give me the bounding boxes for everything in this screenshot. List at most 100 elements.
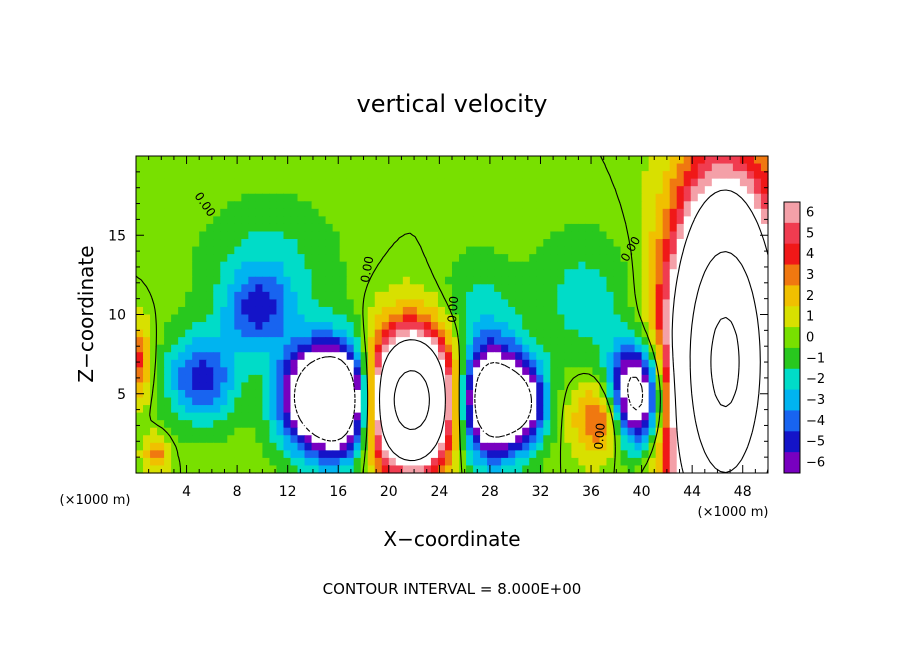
- field-cell: [585, 299, 594, 308]
- field-cell: [346, 382, 355, 391]
- field-cell: [613, 284, 622, 293]
- field-cell: [662, 171, 671, 180]
- field-cell: [718, 397, 727, 406]
- field-cell: [269, 457, 278, 467]
- field-cell: [255, 156, 263, 165]
- field-cell: [760, 156, 769, 165]
- field-cell: [606, 193, 615, 202]
- field-cell: [339, 420, 348, 429]
- field-cell: [402, 231, 411, 240]
- field-cell: [381, 337, 390, 346]
- field-cell: [199, 239, 207, 248]
- field-cell: [697, 465, 706, 474]
- field-cell: [374, 314, 383, 323]
- field-cell: [213, 178, 221, 187]
- field-cell: [416, 405, 425, 414]
- field-cell: [683, 254, 692, 263]
- field-cell: [739, 344, 748, 353]
- field-cell: [241, 171, 249, 180]
- field-cell: [192, 306, 200, 316]
- field-cell: [395, 171, 404, 180]
- field-cell: [353, 208, 362, 217]
- field-cell: [290, 359, 299, 368]
- field-cell: [571, 269, 579, 278]
- field-cell: [662, 306, 671, 316]
- field-cell: [353, 178, 362, 187]
- field-cell: [564, 306, 572, 316]
- field-cell: [178, 435, 186, 444]
- field-cell: [473, 261, 481, 270]
- field-cell: [136, 261, 144, 270]
- field-cell: [557, 291, 565, 301]
- field-cell: [459, 427, 467, 436]
- field-cell: [318, 465, 327, 474]
- field-cell: [501, 178, 509, 187]
- field-cell: [683, 171, 692, 180]
- field-cell: [325, 186, 334, 195]
- field-cell: [199, 450, 207, 459]
- field-cell: [550, 412, 558, 421]
- field-cell: [374, 223, 383, 233]
- field-cell: [578, 420, 587, 429]
- field-cell: [332, 420, 341, 429]
- field-cell: [437, 389, 446, 399]
- field-cell: [655, 314, 664, 323]
- field-cell: [753, 359, 762, 368]
- field-cell: [550, 186, 558, 195]
- field-cell: [220, 239, 228, 248]
- field-cell: [311, 276, 320, 285]
- field-cell: [466, 359, 474, 368]
- field-cell: [494, 276, 502, 285]
- field-cell: [704, 254, 713, 263]
- field-cell: [255, 239, 263, 248]
- field-cell: [199, 216, 207, 225]
- field-cell: [290, 171, 299, 180]
- field-cell: [199, 178, 207, 187]
- field-cell: [143, 239, 151, 248]
- field-cell: [473, 450, 481, 459]
- field-cell: [234, 329, 242, 338]
- field-cell: [241, 397, 249, 406]
- field-cell: [185, 359, 193, 368]
- field-cell: [157, 397, 165, 406]
- field-cell: [192, 427, 200, 436]
- field-cell: [753, 450, 762, 459]
- field-cell: [318, 269, 327, 278]
- field-cell: [711, 216, 720, 225]
- field-cell: [599, 374, 608, 384]
- field-cell: [697, 435, 706, 444]
- field-cell: [367, 405, 376, 414]
- field-cell: [430, 276, 439, 285]
- field-cell: [227, 223, 235, 233]
- field-cell: [487, 397, 495, 406]
- field-cell: [508, 254, 516, 263]
- field-cell: [409, 435, 418, 444]
- field-cell: [620, 329, 629, 338]
- field-cell: [213, 465, 221, 474]
- field-cell: [241, 450, 249, 459]
- field-cell: [346, 314, 355, 323]
- field-cell: [585, 337, 594, 346]
- field-cell: [697, 269, 706, 278]
- field-cell: [522, 223, 530, 233]
- field-cell: [746, 163, 755, 172]
- field-cell: [206, 201, 214, 210]
- field-cell: [157, 352, 165, 361]
- field-cell: [459, 216, 467, 225]
- field-cell: [725, 359, 734, 368]
- field-cell: [697, 322, 706, 331]
- field-cell: [592, 201, 601, 210]
- field-cell: [262, 442, 271, 451]
- field-cell: [213, 306, 221, 316]
- field-cell: [227, 465, 235, 474]
- field-cell: [746, 223, 755, 233]
- field-cell: [536, 306, 544, 316]
- field-cell: [325, 427, 334, 436]
- field-cell: [648, 254, 657, 263]
- field-cell: [508, 420, 516, 429]
- field-cell: [157, 450, 165, 459]
- field-cell: [325, 322, 334, 331]
- field-cell: [192, 412, 200, 421]
- field-cell: [480, 420, 488, 429]
- field-cell: [473, 420, 481, 429]
